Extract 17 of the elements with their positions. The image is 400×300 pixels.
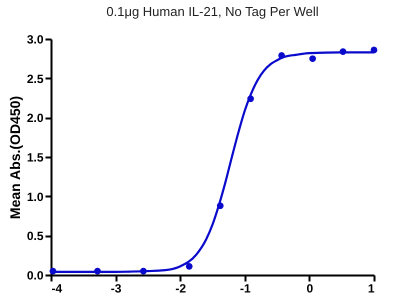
x-tick-label: 1 (368, 282, 375, 296)
chart-title: 0.1μg Human IL-21, No Tag Per Well (106, 4, 319, 19)
x-tick-label: 0 (306, 282, 314, 296)
y-tick-label: 0.5 (26, 229, 44, 244)
x-tick-label: -3 (110, 282, 122, 296)
point (186, 263, 193, 270)
x-tick-label: -4 (52, 282, 62, 296)
y-tick-label: 2.0 (26, 111, 44, 126)
y-tick-label: 1.0 (26, 190, 44, 204)
point (309, 55, 316, 62)
y-tick-label: 3.0 (26, 32, 44, 46)
x-tick-label: -1 (240, 282, 251, 296)
y-tick-label: 0.0 (26, 268, 44, 282)
y-tick-label: 1.5 (26, 150, 44, 164)
x-tick-label: -2 (175, 282, 186, 296)
y-tick-label: 2.5 (26, 72, 44, 86)
y-axis-title: Mean Abs.(OD450) (6, 96, 23, 220)
